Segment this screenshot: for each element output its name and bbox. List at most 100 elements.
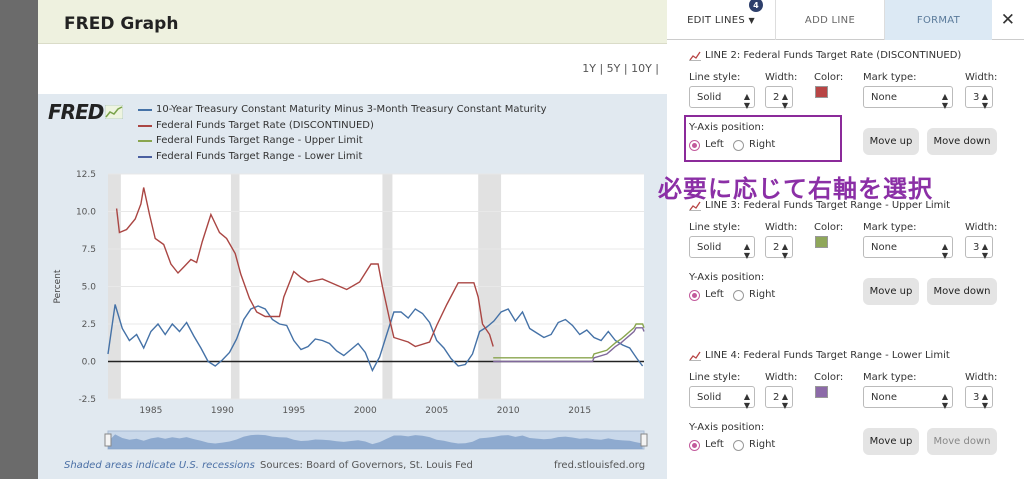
- tab-edit-lines[interactable]: EDIT LINES ▼ 4: [667, 0, 776, 40]
- x-tick-label: 1985: [139, 406, 162, 416]
- yaxis-position-label: Y-Axis position:: [689, 272, 765, 283]
- select-arrow-icon: ▲ ▼: [941, 242, 948, 260]
- move-down-button[interactable]: Move down: [927, 128, 997, 155]
- tab-format[interactable]: FORMAT: [885, 0, 992, 40]
- fred-graph-card: FRED Graph 1Y | 5Y | 10Y | FRED 10-Year …: [38, 0, 667, 479]
- color-swatch[interactable]: [815, 236, 828, 248]
- line-2-settings: LINE 2: Federal Funds Target Rate (DISCO…: [689, 50, 1009, 160]
- select-arrow-icon: ▲ ▼: [941, 92, 948, 110]
- width-label: Width:: [765, 372, 798, 383]
- line-style-select[interactable]: Solid ▲ ▼: [689, 236, 755, 260]
- yaxis-right-label: Right: [749, 439, 776, 450]
- legend-item: 10-Year Treasury Constant Maturity Minus…: [138, 102, 547, 118]
- yaxis-right-radio[interactable]: [733, 440, 744, 451]
- legend-item: Federal Funds Target Range - Upper Limit: [138, 133, 547, 149]
- x-tick-label: 2015: [568, 406, 591, 416]
- mark-width-label: Width:: [965, 72, 998, 83]
- color-label: Color:: [814, 222, 844, 233]
- stepper-arrow-icon: ▲ ▼: [981, 392, 988, 410]
- y-axis-label: Percent: [53, 269, 63, 303]
- stepper-arrow-icon: ▲ ▼: [781, 242, 788, 260]
- mark-width-stepper[interactable]: 3 ▲ ▼: [965, 386, 993, 410]
- move-up-button[interactable]: Move up: [863, 278, 919, 305]
- color-swatch[interactable]: [815, 386, 828, 398]
- yaxis-right-radio[interactable]: [733, 140, 744, 151]
- line-title: LINE 3: Federal Funds Target Range - Upp…: [689, 200, 1009, 211]
- mark-type-label: Mark type:: [863, 222, 917, 233]
- chart-legend: 10-Year Treasury Constant Maturity Minus…: [138, 102, 547, 164]
- mark-width-stepper[interactable]: 3 ▲ ▼: [965, 236, 993, 260]
- line-chart-icon: [689, 201, 701, 211]
- mark-type-label: Mark type:: [863, 372, 917, 383]
- line-title: LINE 2: Federal Funds Target Rate (DISCO…: [689, 50, 1009, 61]
- color-label: Color:: [814, 72, 844, 83]
- yaxis-left-radio[interactable]: [689, 140, 700, 151]
- line-style-select[interactable]: Solid ▲ ▼: [689, 386, 755, 410]
- navigator-handle-right[interactable]: [640, 433, 648, 447]
- width-stepper[interactable]: 2 ▲ ▼: [765, 236, 793, 260]
- x-tick-label: 2000: [354, 406, 377, 416]
- navigator-handle-left[interactable]: [104, 433, 112, 447]
- mark-width-label: Width:: [965, 372, 998, 383]
- line-style-select[interactable]: Solid ▲ ▼: [689, 86, 755, 110]
- site-link[interactable]: fred.stlouisfed.org: [554, 460, 646, 471]
- color-swatch[interactable]: [815, 86, 828, 98]
- y-tick-label: 5.0: [82, 283, 97, 293]
- y-tick-label: -2.5: [78, 395, 96, 405]
- legend-item: Federal Funds Target Range - Lower Limit: [138, 149, 547, 165]
- close-icon[interactable]: ✕: [1000, 10, 1016, 30]
- yaxis-position-label: Y-Axis position:: [689, 122, 765, 133]
- navigator-area: [108, 434, 643, 449]
- yaxis-right-radio[interactable]: [733, 290, 744, 301]
- line-chart-icon: [689, 351, 701, 361]
- line-style-label: Line style:: [689, 72, 741, 83]
- line-style-label: Line style:: [689, 222, 741, 233]
- select-arrow-icon: ▲ ▼: [941, 392, 948, 410]
- yaxis-right-label: Right: [749, 289, 776, 300]
- y-tick-label: 7.5: [82, 245, 96, 255]
- x-tick-label: 2005: [425, 406, 448, 416]
- date-range-links[interactable]: 1Y | 5Y | 10Y |: [582, 62, 659, 75]
- line-3-settings: LINE 3: Federal Funds Target Range - Upp…: [689, 200, 1009, 310]
- yaxis-left-radio[interactable]: [689, 290, 700, 301]
- mark-type-select[interactable]: None ▲ ▼: [863, 386, 953, 410]
- y-tick-label: 0.0: [82, 358, 97, 368]
- mark-type-select[interactable]: None ▲ ▼: [863, 236, 953, 260]
- line-4-settings: LINE 4: Federal Funds Target Range - Low…: [689, 350, 1009, 460]
- width-stepper[interactable]: 2 ▲ ▼: [765, 86, 793, 110]
- series-line-4: [493, 327, 645, 363]
- panel-tabs: EDIT LINES ▼ 4 ADD LINE FORMAT ✕: [667, 0, 1024, 40]
- yaxis-right-label: Right: [749, 139, 776, 150]
- yaxis-position-label: Y-Axis position:: [689, 422, 765, 433]
- line-chart-icon: [689, 51, 701, 61]
- edit-lines-panel: EDIT LINES ▼ 4 ADD LINE FORMAT ✕ LINE 2: …: [667, 0, 1024, 479]
- x-tick-label: 1995: [282, 406, 305, 416]
- stepper-arrow-icon: ▲ ▼: [981, 92, 988, 110]
- legend-item: Federal Funds Target Rate (DISCONTINUED): [138, 118, 547, 134]
- yaxis-left-radio[interactable]: [689, 440, 700, 451]
- y-tick-label: 10.0: [76, 208, 96, 218]
- annotation-text: 必要に応じて右軸を選択: [658, 175, 933, 203]
- line-style-label: Line style:: [689, 372, 741, 383]
- yaxis-left-label: Left: [705, 139, 724, 150]
- series-line-2: [115, 187, 494, 348]
- stepper-arrow-icon: ▲ ▼: [781, 392, 788, 410]
- stepper-arrow-icon: ▲ ▼: [981, 242, 988, 260]
- line-count-badge: 4: [749, 0, 763, 12]
- tab-add-line[interactable]: ADD LINE: [776, 0, 885, 40]
- sources-text: Sources: Board of Governors, St. Louis F…: [260, 460, 473, 471]
- move-up-button[interactable]: Move up: [863, 128, 919, 155]
- x-tick-label: 1990: [211, 406, 234, 416]
- line-title: LINE 4: Federal Funds Target Range - Low…: [689, 350, 1009, 361]
- recession-note: Shaded areas indicate U.S. recessions: [64, 460, 255, 471]
- mark-width-stepper[interactable]: 3 ▲ ▼: [965, 86, 993, 110]
- series-line-1: [107, 304, 644, 373]
- card-title: FRED Graph: [38, 0, 667, 44]
- width-label: Width:: [765, 222, 798, 233]
- move-up-button[interactable]: Move up: [863, 428, 919, 455]
- move-down-button[interactable]: Move down: [927, 428, 997, 455]
- mark-type-select[interactable]: None ▲ ▼: [863, 86, 953, 110]
- move-down-button[interactable]: Move down: [927, 278, 997, 305]
- mark-width-label: Width:: [965, 222, 998, 233]
- width-stepper[interactable]: 2 ▲ ▼: [765, 386, 793, 410]
